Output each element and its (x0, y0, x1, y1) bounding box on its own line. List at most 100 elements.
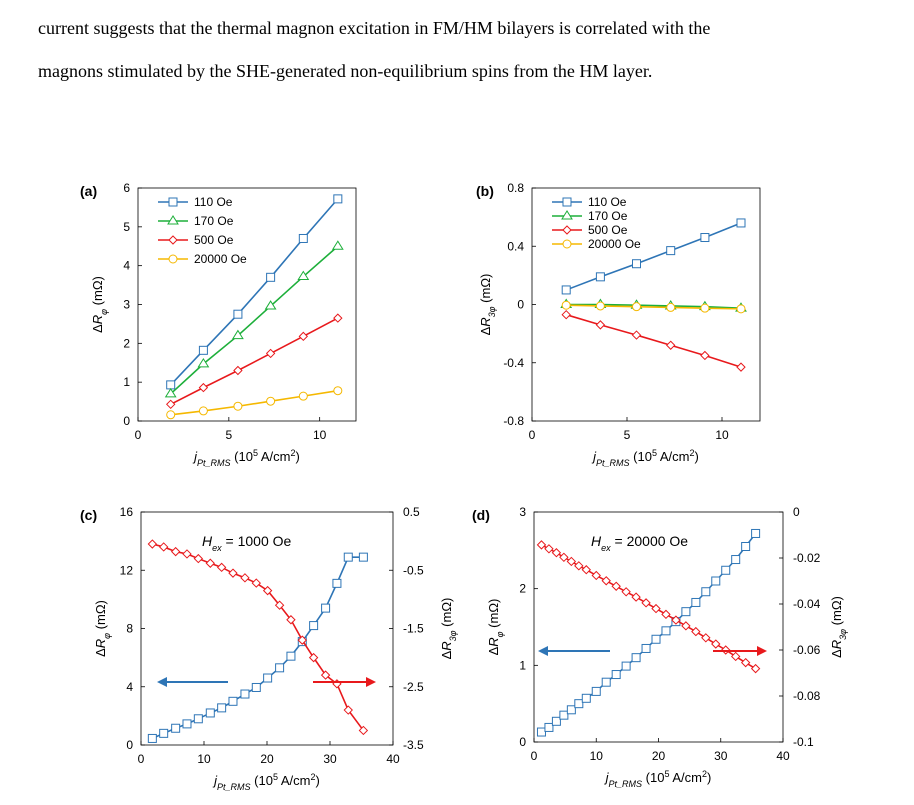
legend-marker (167, 215, 179, 225)
data-point (740, 657, 751, 668)
data-point (551, 548, 562, 558)
data-point (631, 653, 641, 663)
data-point (536, 540, 547, 550)
data-point (731, 555, 741, 565)
data-point (700, 350, 710, 361)
x-tick-label: 30 (714, 749, 728, 763)
y-right-tick-label: -0.1 (793, 735, 814, 749)
data-point (263, 673, 273, 683)
x-tick-label: 10 (313, 428, 327, 442)
data-point (262, 585, 273, 596)
series-20000-oe (561, 300, 746, 314)
data-point (559, 710, 569, 720)
data-point (266, 272, 276, 282)
data-point (700, 233, 710, 243)
data-point (251, 682, 261, 692)
x-axis-label: jPt_RMS (105 A/cm2) (604, 769, 712, 789)
data-point (217, 703, 227, 713)
series-line (152, 543, 365, 731)
panel-label: (b) (476, 183, 494, 199)
data-point (681, 607, 691, 617)
panel-label: (c) (80, 507, 97, 523)
data-point (621, 587, 631, 597)
data-point (611, 581, 621, 591)
data-point (621, 661, 631, 671)
data-point (666, 302, 676, 312)
x-tick-label: 0 (135, 428, 142, 442)
data-point (297, 270, 310, 281)
data-point (701, 633, 711, 643)
right-arrow-head (366, 677, 376, 687)
legend-entry: 170 Oe (194, 214, 234, 228)
data-point (701, 587, 711, 597)
y-tick-label: 0 (517, 298, 524, 312)
x-tick-label: 10 (197, 752, 211, 766)
data-point (641, 643, 651, 653)
data-point (691, 597, 701, 607)
data-point (264, 300, 277, 310)
data-point (561, 309, 571, 320)
y-right-tick-label: -0.02 (793, 551, 821, 565)
data-point (164, 387, 177, 398)
data-point (711, 639, 721, 649)
data-point (641, 598, 651, 608)
data-point (193, 553, 204, 564)
data-point (298, 233, 308, 243)
data-point (595, 320, 606, 330)
data-point (298, 391, 308, 401)
legend-marker (561, 210, 573, 220)
y-right-tick-label: -0.04 (793, 597, 821, 611)
y-right-axis-label: ΔR3φ (mΩ) (439, 598, 458, 660)
legend-marker (562, 239, 572, 249)
data-point (333, 313, 343, 323)
data-point (591, 686, 601, 696)
data-point (591, 570, 601, 581)
y-right-tick-label: 0 (793, 505, 800, 519)
data-point (251, 578, 261, 588)
data-point (661, 626, 671, 636)
data-point (147, 733, 157, 743)
axis-arrows (538, 646, 767, 656)
data-point (551, 716, 561, 726)
data-point (736, 218, 746, 228)
data-point (198, 345, 208, 355)
data-point (182, 549, 192, 559)
y-tick-label: -0.4 (503, 356, 524, 370)
data-point (159, 728, 169, 738)
data-point (661, 609, 671, 620)
data-point (700, 303, 710, 313)
data-point (601, 576, 611, 586)
series-line (170, 317, 339, 406)
data-point (266, 396, 276, 406)
series-line (170, 245, 339, 395)
series-line (566, 304, 742, 310)
data-point (321, 603, 331, 613)
data-point (165, 399, 176, 410)
data-point (298, 331, 309, 342)
data-point (320, 670, 331, 680)
legend-entry: 110 Oe (588, 195, 627, 209)
data-point (197, 357, 210, 368)
paragraph-line-2: magnons stimulated by the SHE-generated … (38, 61, 653, 81)
data-point (681, 621, 691, 631)
series-110-oe (166, 194, 343, 390)
data-point (170, 546, 181, 557)
data-point (265, 348, 276, 359)
y-right-tick-label: -0.06 (793, 643, 821, 657)
x-tick-label: 30 (323, 752, 337, 766)
legend-entry: 110 Oe (194, 195, 233, 209)
data-point (286, 615, 296, 625)
data-point (228, 696, 238, 706)
y-right-tick-label: -0.5 (403, 563, 424, 577)
data-point (205, 708, 215, 718)
legend-marker (168, 197, 178, 207)
y-right-tick-label: -1.5 (403, 622, 424, 636)
series-s1 (147, 539, 369, 736)
data-point (601, 677, 611, 687)
data-point (750, 663, 761, 674)
data-point (333, 194, 343, 204)
y-tick-label: 4 (123, 259, 130, 273)
field-annotation: Hex = 1000 Oe (202, 533, 292, 553)
